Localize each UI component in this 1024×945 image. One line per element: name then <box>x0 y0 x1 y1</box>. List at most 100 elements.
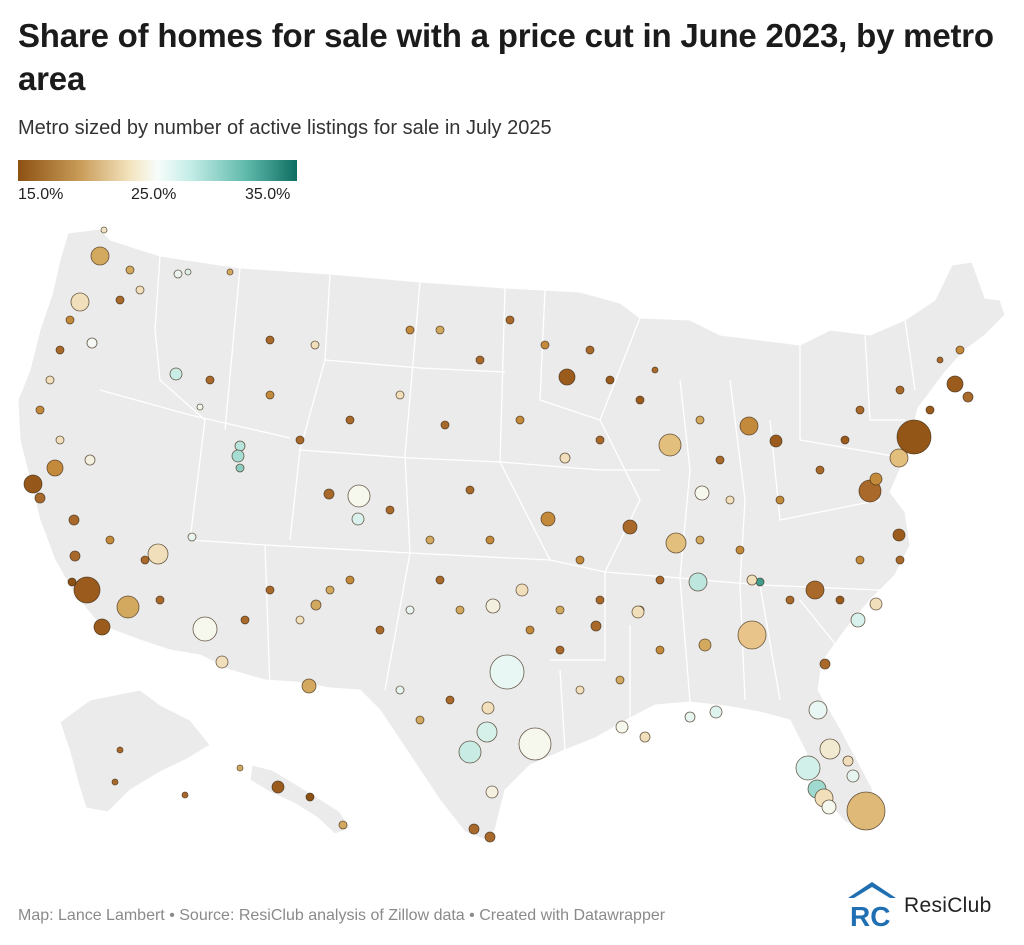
metro-circle <box>515 583 529 597</box>
metro-circle <box>458 740 482 764</box>
metro-circle <box>236 764 244 772</box>
metro-circle <box>375 625 385 635</box>
metro-circle <box>86 337 98 349</box>
metro-circle <box>694 485 710 501</box>
metro-circle <box>590 620 602 632</box>
map-subtitle: Metro sized by number of active listings… <box>18 117 552 139</box>
metro-circle <box>440 420 450 430</box>
metro-circle <box>345 575 355 585</box>
metro-circle <box>805 580 825 600</box>
metro-circle <box>665 532 687 554</box>
metro-circle <box>481 701 495 715</box>
metro-circle <box>505 315 515 325</box>
metro-circle <box>475 355 485 365</box>
metro-circle <box>515 415 525 425</box>
metro-circle <box>655 575 665 585</box>
hawaii-shape <box>249 764 351 835</box>
metro-circle <box>67 577 77 587</box>
metro-circle <box>835 595 845 605</box>
metro-circle <box>271 780 285 794</box>
metro-circle <box>445 695 455 705</box>
metro-circle <box>815 465 825 475</box>
metro-circle <box>819 658 831 670</box>
metro-circle <box>226 268 234 276</box>
metro-circle <box>351 512 365 526</box>
metro-circle <box>295 435 305 445</box>
resiclub-logo-icon: RC <box>848 882 896 932</box>
metro-circle <box>795 755 821 781</box>
metro-circle <box>715 455 725 465</box>
metro-circle <box>301 678 317 694</box>
metro-circle <box>821 799 837 815</box>
metro-circle <box>405 325 415 335</box>
metro-circle <box>323 488 335 500</box>
metro-circle <box>234 440 246 452</box>
metro-circle <box>615 675 625 685</box>
metro-circle <box>55 435 65 445</box>
metro-circle <box>35 405 45 415</box>
metro-circle <box>140 555 150 565</box>
metro-circle <box>90 246 110 266</box>
metro-circle <box>116 746 124 754</box>
metro-circle <box>385 505 395 515</box>
metro-circle <box>111 778 119 786</box>
metro-circle <box>962 391 974 403</box>
metro-circle <box>846 769 860 783</box>
metro-circle <box>737 620 767 650</box>
metro-circle <box>305 792 315 802</box>
metro-circle <box>605 375 615 385</box>
metro-circle <box>518 727 552 761</box>
metro-circle <box>595 595 605 605</box>
metro-circle <box>338 820 348 830</box>
metro-circle <box>688 572 708 592</box>
metro-circle <box>658 433 682 457</box>
metro-circle <box>68 514 80 526</box>
metro-circle <box>23 474 43 494</box>
map-footer: Map: Lance Lambert • Source: ResiClub an… <box>18 907 666 924</box>
metro-circle <box>455 605 465 615</box>
metro-circle <box>295 615 305 625</box>
legend-gradient-bar <box>18 160 297 181</box>
metro-circle <box>115 295 125 305</box>
metro-circle <box>100 226 108 234</box>
metro-circle <box>425 535 435 545</box>
metro-circle <box>525 625 535 635</box>
metro-circle <box>559 452 571 464</box>
metro-circle <box>485 598 501 614</box>
metro-circle <box>889 448 909 468</box>
metro-circle <box>265 335 275 345</box>
metro-circle <box>925 405 935 415</box>
metro-circle <box>955 345 965 355</box>
metro-circle <box>215 655 229 669</box>
metro-circle <box>105 535 115 545</box>
metro-circle <box>70 292 90 312</box>
metro-circle <box>395 390 405 400</box>
legend-label-low: 15.0% <box>18 186 64 203</box>
metro-circle <box>468 823 480 835</box>
metro-circle <box>484 831 496 843</box>
metro-circle <box>695 415 705 425</box>
metro-circle <box>93 618 111 636</box>
metro-circle <box>635 395 645 405</box>
metro-circle <box>181 791 189 799</box>
metro-circle <box>235 463 245 473</box>
metro-circle <box>265 585 275 595</box>
metro-circle <box>655 645 665 655</box>
metro-circle <box>869 472 883 486</box>
resiclub-logo[interactable]: RC ResiClub <box>846 880 1016 932</box>
metro-circle <box>405 605 415 615</box>
metro-circle <box>735 545 745 555</box>
metro-circle <box>855 555 865 565</box>
metro-circle <box>775 495 785 505</box>
metro-circle <box>855 405 865 415</box>
legend-label-high: 35.0% <box>245 186 291 203</box>
metro-circle <box>265 390 275 400</box>
metro-circle <box>310 340 320 350</box>
metro-circle <box>842 755 854 767</box>
metro-circle <box>540 511 556 527</box>
metro-circle <box>936 356 944 364</box>
metro-circle <box>65 315 75 325</box>
logo-letters: RC <box>850 901 890 930</box>
metro-circle <box>695 535 705 545</box>
brand-name: ResiClub <box>904 894 992 917</box>
